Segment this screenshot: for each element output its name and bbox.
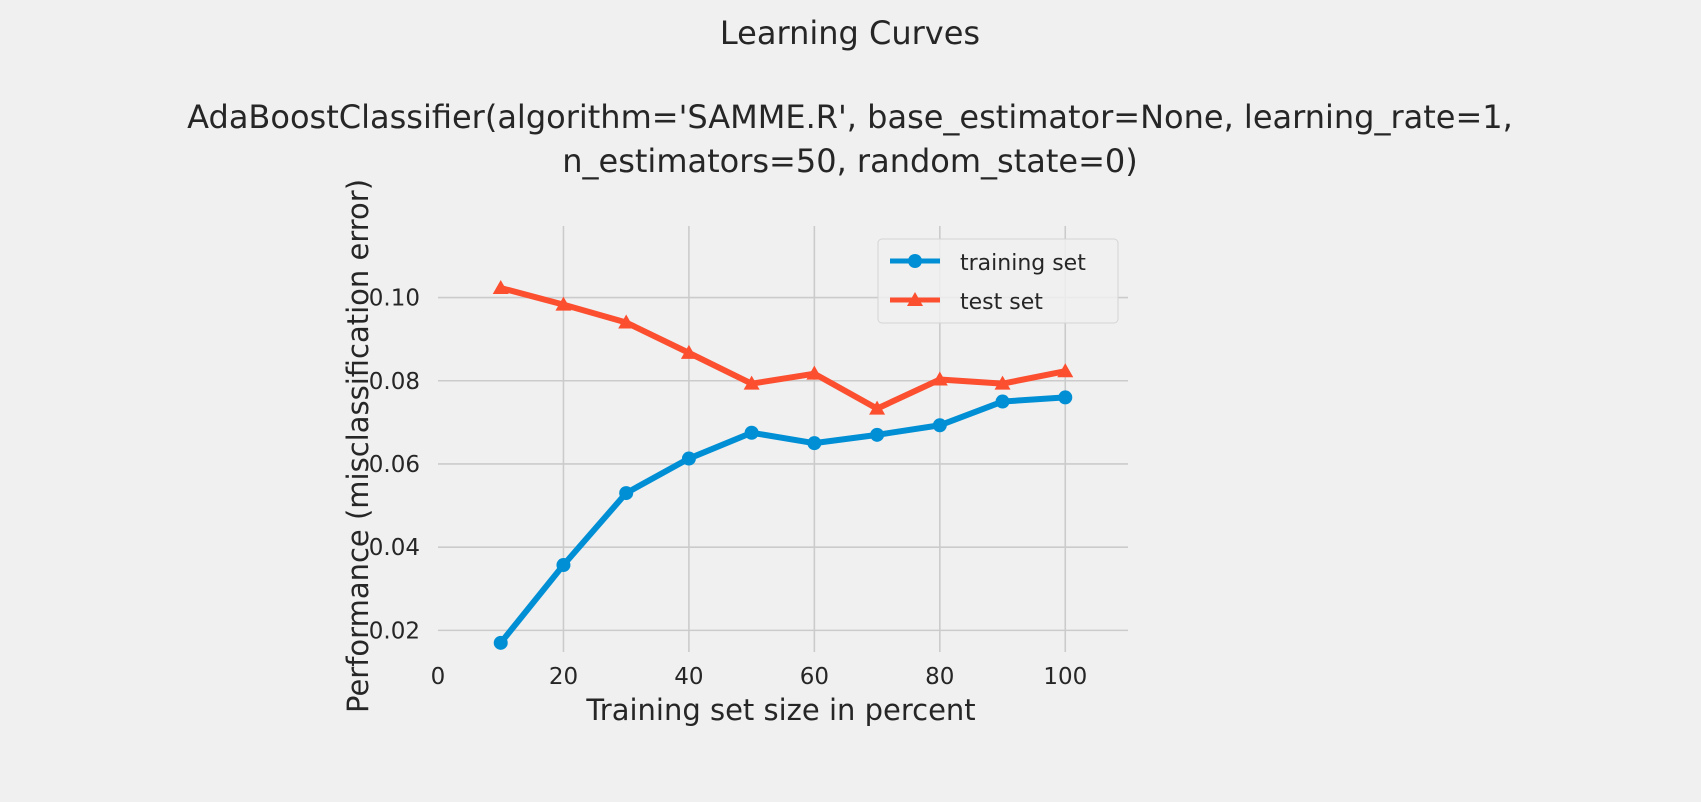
y-tick-label: 0.06: [369, 452, 420, 478]
y-tick-label: 0.08: [369, 369, 420, 395]
data-point: [619, 486, 634, 501]
series-test-set: [492, 279, 1074, 415]
series-training-set: [493, 390, 1073, 650]
data-point: [807, 436, 822, 451]
data-point: [556, 558, 571, 573]
series-line: [497, 394, 1069, 646]
data-point: [994, 375, 1011, 390]
chart-subtitle-line-2: n_estimators=50, random_state=0): [562, 142, 1138, 180]
x-tick-label: 40: [674, 664, 703, 690]
x-tick-label: 60: [800, 664, 829, 690]
y-tick-label: 0.10: [369, 286, 420, 312]
data-point: [931, 371, 948, 386]
data-point: [681, 451, 696, 466]
data-point: [870, 427, 885, 442]
data-point: [744, 425, 759, 440]
x-tick-label: 20: [549, 664, 578, 690]
legend-test-label: test set: [960, 290, 1043, 315]
data-point: [1057, 363, 1074, 378]
x-tick-label: 0: [431, 664, 446, 690]
data-point: [555, 296, 572, 311]
data-point: [743, 375, 760, 390]
data-point: [493, 635, 508, 650]
x-axis-label: Training set size in percent: [585, 693, 975, 727]
data-point: [618, 314, 635, 329]
series-layer: [492, 279, 1074, 650]
data-point: [806, 365, 823, 380]
legend-training-label: training set: [960, 251, 1086, 276]
data-point: [995, 394, 1010, 409]
legend-test-marker: [907, 292, 923, 306]
tick-labels: 0 20 40 60 80 100 0.02 0.04 0.06 0.08 0.10: [369, 286, 1087, 690]
data-point: [869, 400, 886, 415]
data-point: [492, 279, 509, 294]
legend-training-marker: [908, 254, 922, 268]
data-point: [932, 418, 947, 433]
legend: training set test set: [877, 238, 1119, 324]
x-tick-label: 100: [1043, 664, 1087, 690]
y-axis-label: Performance (misclassification error): [341, 179, 375, 713]
chart-title: Learning Curves: [720, 14, 980, 52]
data-point: [1058, 390, 1073, 405]
chart-subtitle-line-1: AdaBoostClassifier(algorithm='SAMME.R', …: [187, 98, 1513, 136]
data-point: [680, 344, 697, 359]
series-line: [497, 284, 1069, 412]
y-tick-label: 0.02: [369, 618, 420, 644]
x-tick-label: 80: [925, 664, 954, 690]
y-tick-label: 0.04: [369, 535, 420, 561]
